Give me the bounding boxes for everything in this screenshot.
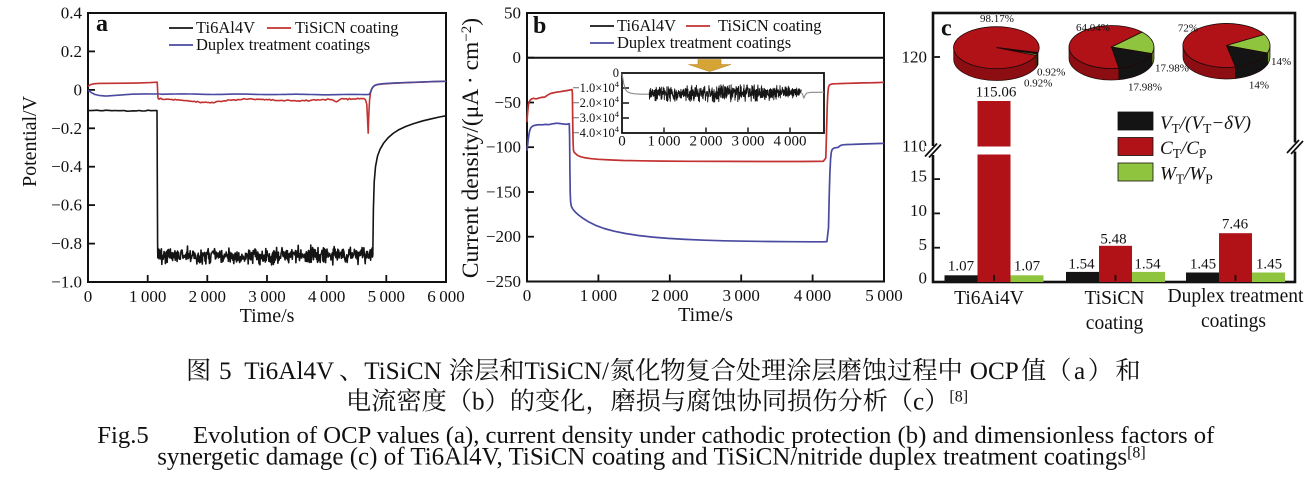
svg-text:−0.4: −0.4 xyxy=(51,157,82,176)
svg-text:c: c xyxy=(913,389,924,416)
svg-text:4 000: 4 000 xyxy=(773,134,806,150)
svg-text:−3.0×104: −3.0×104 xyxy=(573,109,620,125)
svg-text:synergetic damage (c) of Ti6Al: synergetic damage (c) of Ti6Al4V, TiSiCN… xyxy=(157,444,1146,471)
svg-text:TiSiCN: TiSiCN xyxy=(1085,288,1145,309)
svg-text:115.06: 115.06 xyxy=(976,85,1017,101)
svg-text:1.07: 1.07 xyxy=(1014,258,1041,274)
svg-text:0.92%: 0.92% xyxy=(1024,78,1052,90)
svg-text:0.4: 0.4 xyxy=(61,4,83,23)
svg-text:6 000: 6 000 xyxy=(427,287,464,306)
svg-text:Ti6Al4V: Ti6Al4V xyxy=(196,18,255,37)
svg-text:0: 0 xyxy=(523,286,532,305)
svg-text:Duplex treatment: Duplex treatment xyxy=(1168,286,1304,307)
svg-text:1.54: 1.54 xyxy=(1134,257,1161,273)
svg-text:14%: 14% xyxy=(1271,56,1291,68)
svg-text:3 000: 3 000 xyxy=(248,287,285,306)
svg-text:1 000: 1 000 xyxy=(580,286,617,305)
svg-text:WT/WP: WT/WP xyxy=(1160,164,1213,187)
svg-text:10: 10 xyxy=(910,201,927,220)
svg-text:72%: 72% xyxy=(1178,23,1198,35)
svg-text:17.98%: 17.98% xyxy=(1155,63,1189,75)
svg-text:[8]: [8] xyxy=(949,389,968,406)
svg-text:15: 15 xyxy=(910,167,927,186)
svg-text:a: a xyxy=(96,11,108,37)
svg-text:Ti6Al4V: Ti6Al4V xyxy=(617,16,676,35)
svg-text:50: 50 xyxy=(504,3,521,22)
svg-text:5.48: 5.48 xyxy=(1100,232,1126,248)
svg-text:2 000: 2 000 xyxy=(189,287,226,306)
svg-text:110: 110 xyxy=(902,137,927,156)
svg-text:−250: −250 xyxy=(486,272,521,291)
svg-text:5 000: 5 000 xyxy=(865,286,902,305)
svg-text:1 000: 1 000 xyxy=(647,134,680,150)
svg-text:−50: −50 xyxy=(494,93,521,112)
svg-text:1.45: 1.45 xyxy=(1256,257,1282,273)
svg-text:Time/s: Time/s xyxy=(678,304,733,326)
svg-text:−150: −150 xyxy=(486,183,521,202)
svg-text:0: 0 xyxy=(74,80,83,99)
svg-text:−2.0×104: −2.0×104 xyxy=(573,94,620,110)
svg-text:0: 0 xyxy=(513,48,522,67)
svg-text:5: 5 xyxy=(219,358,232,385)
svg-text:b: b xyxy=(533,13,546,39)
svg-text:7.46: 7.46 xyxy=(1222,217,1249,233)
svg-text:OCP: OCP xyxy=(970,358,1019,385)
svg-text:−100: −100 xyxy=(486,138,521,157)
svg-text:coating: coating xyxy=(1086,313,1144,334)
svg-text:Ti6Ai4V: Ti6Ai4V xyxy=(954,288,1024,309)
svg-text:0: 0 xyxy=(618,134,626,150)
svg-text:0: 0 xyxy=(919,269,928,288)
svg-text:−1.0×104: −1.0×104 xyxy=(573,79,620,95)
svg-text:TiSiCN coating: TiSiCN coating xyxy=(718,16,821,35)
svg-text:0: 0 xyxy=(613,66,619,80)
svg-text:Time/s: Time/s xyxy=(240,305,295,327)
svg-text:4 000: 4 000 xyxy=(308,287,345,306)
svg-text:coatings: coatings xyxy=(1201,311,1266,332)
svg-text:2 000: 2 000 xyxy=(651,286,688,305)
svg-text:0.2: 0.2 xyxy=(61,42,82,61)
svg-text:5 000: 5 000 xyxy=(368,287,405,306)
svg-text:CT/CP: CT/CP xyxy=(1160,138,1206,161)
svg-text:64.04%: 64.04% xyxy=(1076,22,1110,34)
svg-text:1.45: 1.45 xyxy=(1190,257,1216,273)
svg-text:Duplex treatment coatings: Duplex treatment coatings xyxy=(196,35,370,54)
svg-text:4 000: 4 000 xyxy=(794,286,831,305)
svg-text:a: a xyxy=(1074,358,1085,385)
svg-text:−0.6: −0.6 xyxy=(51,196,82,215)
svg-text:Current density/(μA · cm−2): Current density/(μA · cm−2) xyxy=(458,18,484,278)
svg-text:−200: −200 xyxy=(486,227,521,246)
svg-text:TiSiCN/: TiSiCN/ xyxy=(525,358,610,385)
svg-text:Fig.5: Fig.5 xyxy=(97,422,148,449)
svg-text:1.07: 1.07 xyxy=(948,258,975,274)
svg-text:0.92%: 0.92% xyxy=(1037,67,1065,79)
svg-text:3 000: 3 000 xyxy=(722,286,759,305)
svg-text:1 000: 1 000 xyxy=(129,287,166,306)
svg-text:TiSiCN coating: TiSiCN coating xyxy=(295,18,398,37)
svg-text:TiSiCN: TiSiCN xyxy=(364,358,442,385)
svg-text:Evolution of OCP values (a), c: Evolution of OCP values (a), current den… xyxy=(193,422,1215,449)
svg-text:2 000: 2 000 xyxy=(689,134,722,150)
svg-text:VT/(VT−δV): VT/(VT−δV) xyxy=(1160,113,1251,136)
svg-text:17.98%: 17.98% xyxy=(1128,82,1162,94)
svg-text:−0.2: −0.2 xyxy=(51,119,82,138)
svg-text:1.54: 1.54 xyxy=(1068,257,1095,273)
svg-text:c: c xyxy=(941,16,952,42)
svg-text:5: 5 xyxy=(919,235,928,254)
svg-text:Ti6Al4V: Ti6Al4V xyxy=(244,358,334,385)
svg-text:0: 0 xyxy=(84,287,93,306)
svg-text:98.17%: 98.17% xyxy=(980,13,1014,25)
svg-text:14%: 14% xyxy=(1249,80,1269,92)
svg-text:Duplex treatment coatings: Duplex treatment coatings xyxy=(617,33,791,52)
svg-text:120: 120 xyxy=(902,48,928,67)
svg-text:b: b xyxy=(472,389,485,416)
svg-text:−0.8: −0.8 xyxy=(51,234,82,253)
svg-text:−4.0×104: −4.0×104 xyxy=(573,124,620,140)
svg-text:−1.0: −1.0 xyxy=(51,273,82,292)
svg-text:3 000: 3 000 xyxy=(731,134,764,150)
svg-text:Potential/V: Potential/V xyxy=(19,95,41,187)
